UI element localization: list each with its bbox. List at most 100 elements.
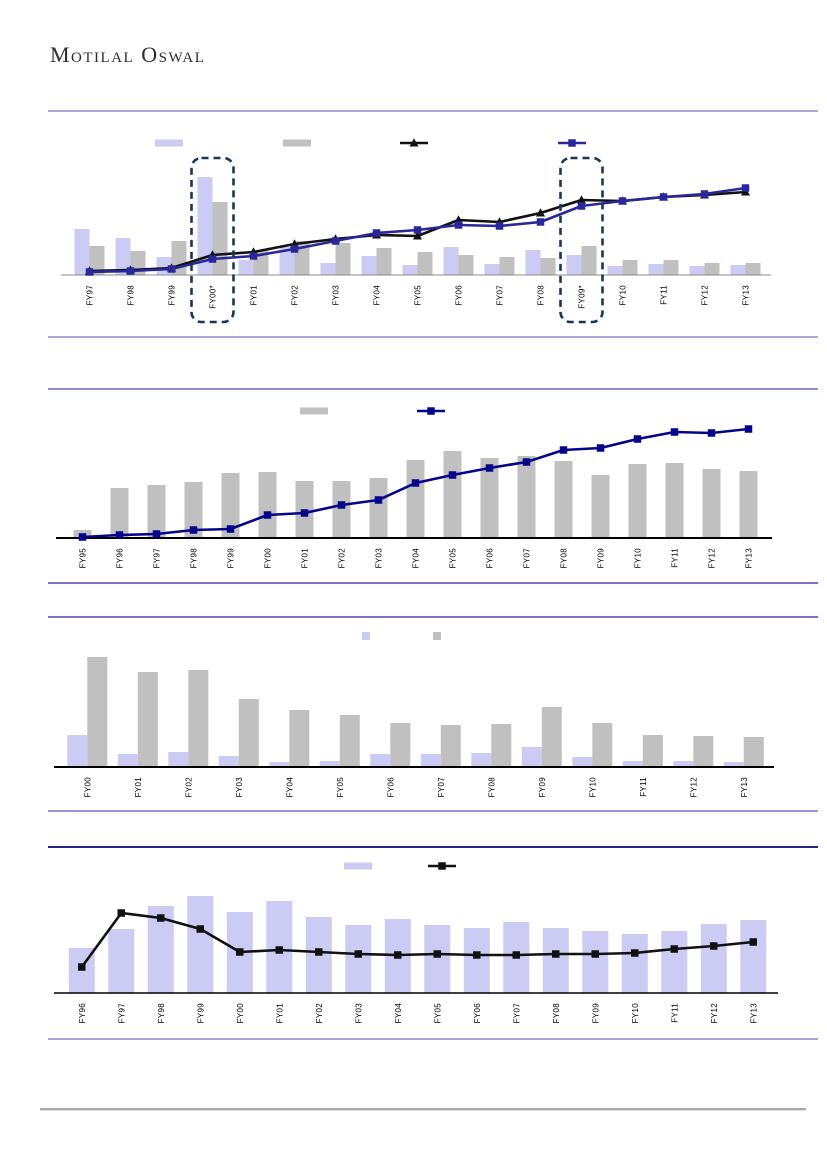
axis-label: FY00* <box>209 285 218 309</box>
axis-label: FY01 <box>250 285 259 306</box>
square-marker <box>300 509 309 517</box>
bar <box>188 670 209 767</box>
axis-label: FY00 <box>264 548 273 569</box>
legend-square-swatch <box>362 632 370 640</box>
square-marker <box>354 950 362 958</box>
bar <box>332 481 351 538</box>
square-marker <box>411 479 420 487</box>
bar <box>335 243 351 275</box>
bar <box>238 699 259 767</box>
line-series-navy-line <box>78 425 753 541</box>
axis-label: FY97 <box>118 1003 127 1024</box>
brand-logo: Motilal Oswal <box>50 42 206 67</box>
square-marker <box>552 950 560 958</box>
square-marker <box>741 184 750 192</box>
square-marker <box>189 526 198 534</box>
bar <box>621 934 648 993</box>
bar <box>592 723 613 767</box>
axis-label: FY12 <box>690 777 699 798</box>
bar <box>743 737 764 767</box>
square-marker <box>115 531 124 539</box>
square-marker <box>236 948 244 956</box>
bar-series-lavender-bars <box>68 896 767 993</box>
axis-label: FY11 <box>639 777 648 797</box>
axis-label: FY01 <box>275 1003 284 1024</box>
square-marker <box>568 139 576 147</box>
legend <box>344 862 456 870</box>
bar-series-gray-bars <box>73 451 758 538</box>
square-marker <box>512 951 520 959</box>
bar <box>499 257 515 275</box>
axis-label: FY11 <box>671 548 680 568</box>
square-marker <box>633 435 642 443</box>
bar <box>740 920 767 993</box>
square-marker <box>157 914 165 922</box>
axis-label: FY03 <box>354 1003 363 1024</box>
square-marker <box>618 197 627 205</box>
axis-label: FY08 <box>552 1003 561 1024</box>
chart-2-canvas: FY95 FY96 FY97 FY98 FY99 FY00 FY01 FY02 FY03 FY04… <box>56 407 772 569</box>
axis-label: FY11 <box>671 1003 680 1023</box>
square-marker <box>495 222 504 230</box>
axis-label: FY12 <box>701 285 710 306</box>
square-marker <box>275 946 283 954</box>
bar <box>187 896 214 993</box>
axis-label: FY05 <box>433 1003 442 1024</box>
bar <box>673 761 694 767</box>
axis-label: FY13 <box>740 777 749 798</box>
bar <box>74 229 90 275</box>
bar <box>440 725 461 767</box>
bar <box>390 723 411 767</box>
square-marker <box>394 951 402 959</box>
axis-label: FY06 <box>386 777 395 798</box>
bar <box>540 258 556 275</box>
bar <box>521 747 542 767</box>
axis-label: FY12 <box>708 548 717 569</box>
bar <box>622 260 638 275</box>
axis-label: FY06 <box>486 548 495 569</box>
bar <box>663 260 679 275</box>
bar <box>541 707 562 767</box>
square-marker <box>749 938 757 946</box>
bar <box>463 928 490 993</box>
bar <box>108 929 135 993</box>
legend <box>300 407 445 415</box>
axis-label: FY95 <box>79 548 88 569</box>
bar <box>581 246 597 275</box>
axis-label: FY13 <box>745 548 754 569</box>
chart-1-canvas: FY97 FY98 FY99 FY00* FY01 FY02 FY03 FY04 FY05 FY0… <box>61 138 771 324</box>
bar <box>168 752 189 767</box>
axis-label: FY07 <box>496 285 505 306</box>
bar <box>361 256 377 275</box>
square-marker <box>117 909 125 917</box>
square-marker <box>249 252 258 260</box>
bar <box>648 264 664 275</box>
chart-section-3: FY00 FY01 FY02 FY03 FY04 FY05 FY06 FY07 FY08 FY09… <box>48 616 818 812</box>
axis-label: FY99 <box>196 1003 205 1024</box>
bar <box>115 238 131 275</box>
axis-label: FY98 <box>127 285 136 306</box>
bar <box>320 263 336 275</box>
axis-label: FY06 <box>473 1003 482 1024</box>
bar <box>591 475 610 538</box>
square-marker <box>670 945 678 953</box>
square-marker <box>372 229 381 237</box>
square-marker <box>454 221 463 229</box>
axis-label: FY97 <box>86 285 95 306</box>
axis-label: FY96 <box>116 548 125 569</box>
bar <box>572 757 593 767</box>
bar <box>269 762 290 767</box>
bar <box>218 756 239 767</box>
square-marker <box>596 444 605 452</box>
bar <box>702 469 721 538</box>
footer-separator <box>40 1108 806 1111</box>
triangle-marker <box>413 231 422 240</box>
square-marker <box>473 951 481 959</box>
axis-label: FY13 <box>742 285 751 306</box>
axis-label: FY10 <box>634 548 643 569</box>
bar <box>723 762 744 767</box>
bar <box>212 202 228 275</box>
square-marker <box>315 948 323 956</box>
legend-bar-swatch <box>283 139 311 147</box>
axis-label: FY03 <box>375 548 384 569</box>
